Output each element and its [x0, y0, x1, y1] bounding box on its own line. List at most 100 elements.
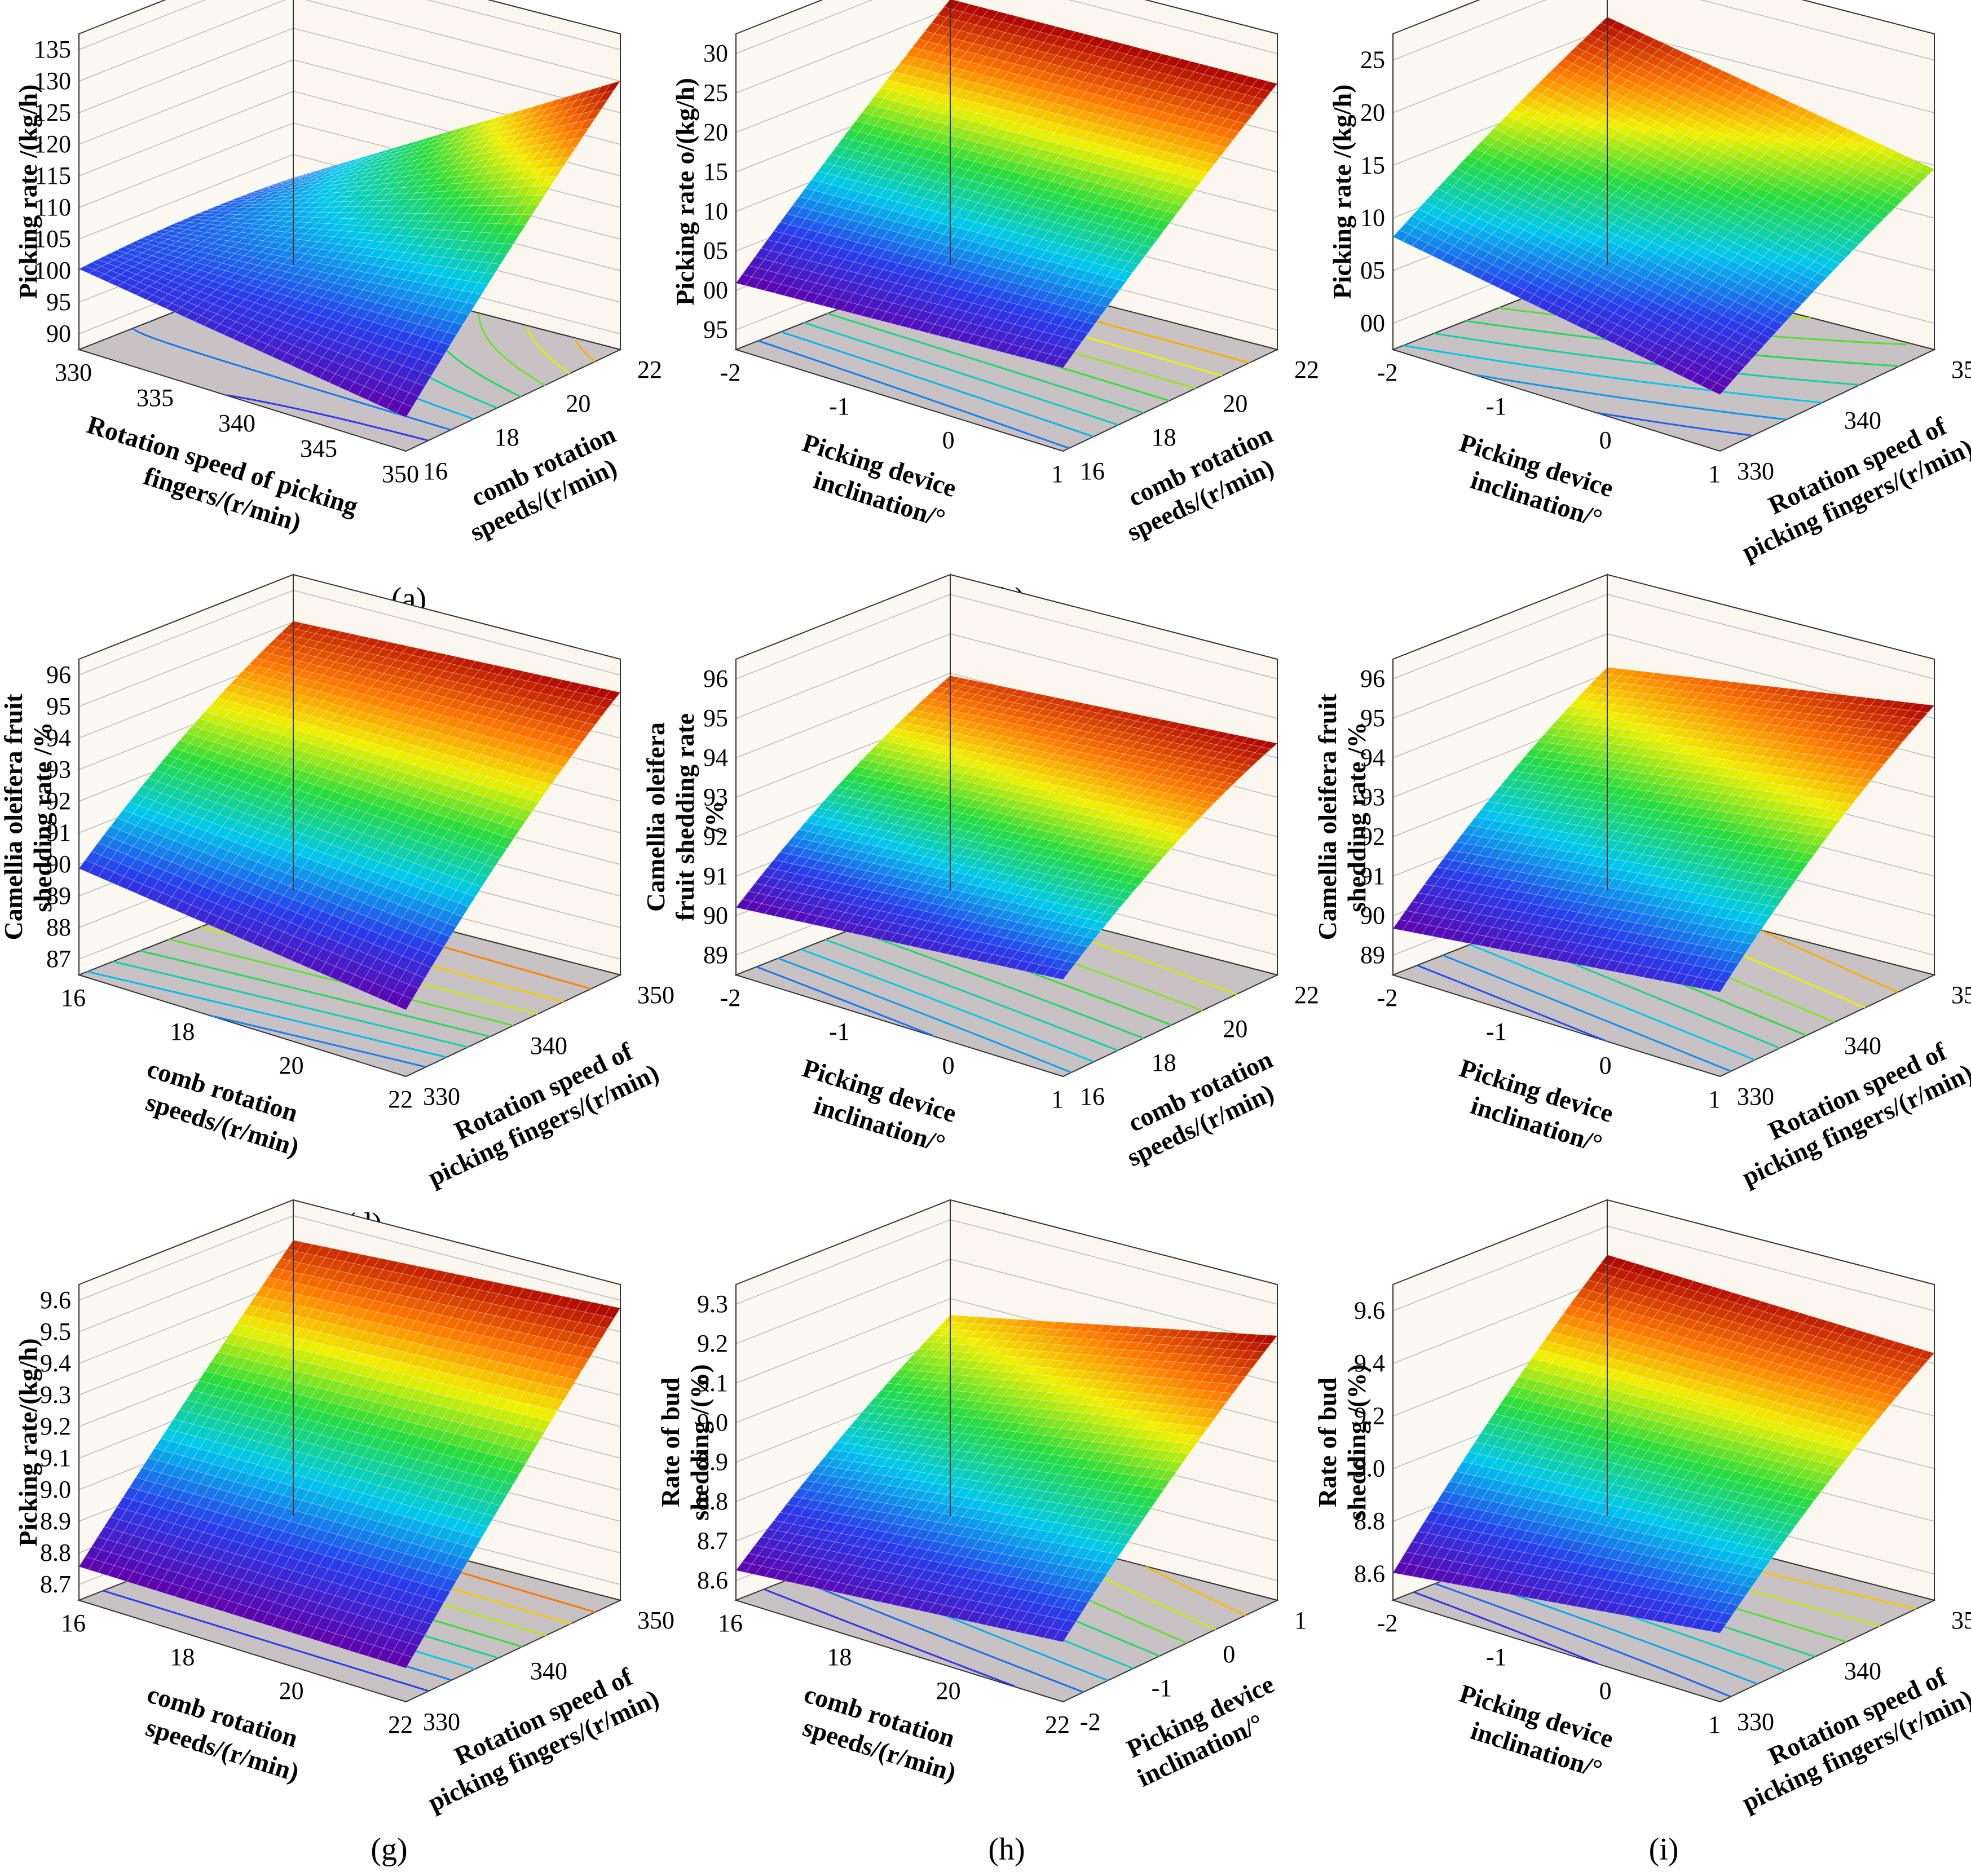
contour-line	[1475, 374, 1787, 421]
x-tick-label: 22	[388, 1085, 413, 1113]
z-axis-label: Picking rate o/(kg/h)	[671, 78, 699, 306]
y-tick-label: 350	[1951, 356, 1971, 383]
z-tick-label: 96	[703, 665, 728, 692]
surface-cell	[1886, 195, 1903, 207]
contour-line	[478, 314, 546, 386]
contour-line	[758, 339, 1070, 449]
surface-cell	[1811, 272, 1828, 284]
z-tick-label: 20	[703, 118, 728, 146]
x-tick-label: 335	[136, 384, 174, 412]
x-tick-label: 20	[279, 1052, 304, 1079]
z-tick-label: 89	[46, 882, 71, 910]
z-tick-label: 120	[34, 130, 71, 158]
x-tick-label: -1	[1486, 392, 1507, 420]
z-tick-label: 91	[703, 862, 728, 890]
y-tick-label: 330	[1737, 457, 1774, 485]
z-tick-label: 30	[703, 39, 728, 67]
z-axis-label: Picking rate /(kg/h)	[14, 85, 42, 299]
y-tick-label: 16	[423, 457, 448, 485]
surface-cell	[522, 205, 539, 215]
y-tick-label: 20	[1223, 390, 1247, 417]
surface-cell	[1147, 228, 1165, 240]
x-tick-label: -1	[829, 392, 850, 420]
surface-cell	[1065, 339, 1083, 351]
contour-line	[209, 1014, 426, 1068]
contour-line	[804, 321, 1119, 426]
x-tick-label: 345	[300, 435, 337, 462]
z-tick-label: 92	[46, 787, 71, 815]
surface-cell	[478, 272, 495, 285]
z-gridline	[1392, 0, 1935, 61]
z-tick-label: 95	[46, 692, 71, 720]
z-tick-label: 95	[703, 316, 728, 343]
z-tick-label: 90	[703, 902, 728, 929]
surface-cell	[1154, 219, 1171, 231]
z-tick-label: 20	[1360, 99, 1385, 126]
z-tick-label: 25	[1360, 46, 1385, 74]
contour-line	[132, 328, 451, 431]
surface-cell	[591, 706, 609, 717]
x-tick-label: 330	[55, 359, 92, 386]
contour-line	[575, 340, 596, 363]
z-tick-label: 105	[34, 225, 71, 253]
surface-cell	[1141, 236, 1158, 248]
surface-cell	[1122, 262, 1139, 273]
contour-line	[1597, 412, 1753, 437]
z-tick-label: 05	[703, 237, 728, 264]
surface-cell	[1059, 347, 1077, 360]
panel-b: 95 00 05 10 15 20 25 30 -2 -1 0 1 16 18 20 22 Picking ra…	[657, 0, 1319, 625]
surface-cell	[440, 332, 457, 346]
x-tick-label: -2	[1377, 359, 1398, 386]
z-tick-label: 00	[703, 276, 728, 304]
z-tick-label: 25	[703, 79, 728, 107]
surface-cell	[509, 224, 527, 235]
surface-cell	[1792, 292, 1809, 304]
surface-cell	[1817, 266, 1834, 278]
panel-a: 90 95 100 105 110 115 120 125 130 135 330 335 340 345…	[0, 0, 662, 625]
z-tick-label: 95	[46, 288, 71, 316]
surface-cell	[515, 214, 533, 225]
surface-cell	[597, 698, 615, 709]
surface-cell	[1722, 368, 1740, 381]
surface-cell	[1053, 356, 1070, 369]
z-tick-label: 05	[1360, 257, 1385, 284]
z-tick-label: 10	[703, 197, 728, 225]
y-tick-label: 18	[495, 423, 519, 451]
z-axis-label: Picking rate /(kg/h)	[1328, 85, 1356, 299]
y-tick-label: 22	[637, 356, 662, 383]
surface-cell	[1179, 186, 1196, 198]
surface-cell	[1855, 227, 1872, 239]
z-tick-label: 96	[46, 661, 71, 688]
surface-cell	[1128, 253, 1145, 265]
x-tick-label: 1	[1708, 460, 1721, 488]
y-tick-label: 340	[1844, 407, 1881, 434]
surface-cell	[547, 166, 565, 177]
surface-cell	[1760, 326, 1778, 339]
surface-cell	[1229, 121, 1246, 133]
surface-cell	[1836, 246, 1853, 258]
surface-cell	[1084, 313, 1101, 325]
surface-cell	[1166, 202, 1184, 214]
surface-cell	[1905, 176, 1923, 188]
surface-cell	[1210, 145, 1228, 157]
z-tick-label: 91	[46, 819, 71, 846]
z-axis-label: shedding rate /%	[28, 722, 57, 912]
z-tick-label: 110	[35, 193, 71, 221]
z-tick-label: 15	[1360, 151, 1385, 179]
z-tick-label: 15	[703, 158, 728, 186]
surface-cell	[1804, 279, 1822, 291]
surface-cell	[1236, 113, 1253, 124]
contour-line	[226, 394, 429, 442]
panel-d: 87 88 89 90 91 92 93 94 95 96 16 18 20 22 330 340 350 Cam…	[0, 573, 674, 1251]
surface-cell	[1893, 189, 1910, 201]
surface-cell	[484, 263, 501, 275]
response-surface	[735, 0, 1278, 369]
surface-cell	[1766, 319, 1784, 332]
y-tick-label: 22	[1294, 356, 1319, 383]
z-tick-label: 00	[1360, 309, 1385, 337]
x-tick-label: 16	[61, 984, 86, 1012]
surface-cell	[1192, 170, 1209, 182]
z-tick-label: 94	[703, 744, 728, 771]
